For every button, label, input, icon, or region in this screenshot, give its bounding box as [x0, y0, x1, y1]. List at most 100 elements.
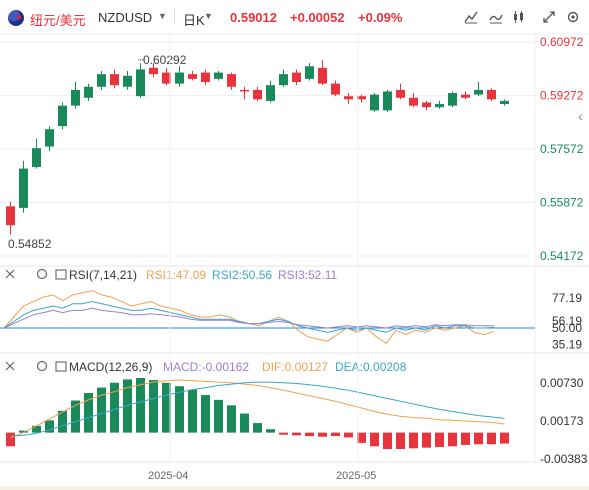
candle	[149, 67, 158, 75]
price-tick-label: 0.55872	[540, 196, 584, 210]
candle	[45, 129, 54, 147]
macd-histogram	[6, 378, 509, 450]
macd-bar	[266, 429, 275, 433]
macd-bar	[344, 432, 353, 438]
toolbar-divider	[174, 9, 175, 25]
macd-bar	[175, 386, 184, 433]
rsi-tick-label: 35.19	[552, 337, 582, 351]
macd-tick-label: -0.00383	[540, 452, 588, 466]
time-tick-label: 2025-05	[336, 470, 376, 482]
macd-bar	[305, 432, 314, 437]
macd-bar	[32, 425, 41, 433]
candle	[240, 89, 249, 92]
rsi1-legend: RSI1:47.09	[146, 268, 206, 282]
draw-icon[interactable]	[487, 8, 505, 26]
candle	[84, 86, 93, 98]
settings-icon[interactable]	[36, 268, 48, 280]
macd-bar	[318, 432, 327, 437]
chevron-down-icon[interactable]: ▼	[158, 11, 167, 21]
macd-bar	[383, 432, 392, 450]
macd-bar	[227, 405, 236, 433]
grid-lines	[0, 41, 535, 257]
candle	[279, 74, 288, 86]
close-icon[interactable]	[5, 361, 15, 371]
macd-bar	[279, 432, 288, 435]
candle	[32, 148, 41, 168]
macd-header: MACD(12,26,9) MACD:-0.00162 DIF:0.00127 …	[5, 360, 407, 374]
macd-bar	[331, 432, 340, 437]
candle	[71, 89, 80, 106]
high-label: 0.60292	[143, 53, 187, 67]
candle	[201, 72, 210, 83]
macd-bar	[97, 387, 106, 433]
candles	[6, 60, 509, 235]
candle	[331, 83, 340, 95]
candle	[383, 91, 392, 111]
macd-title: MACD(12,26,9)	[69, 360, 152, 374]
time-axis: 2025-04 2025-05	[148, 34, 376, 482]
price-tick-label: 0.60972	[540, 35, 584, 49]
indicator-icon[interactable]	[55, 269, 67, 280]
instrument-name[interactable]: 纽元/美元	[30, 13, 86, 28]
rsi-tick-label: 56.19	[552, 314, 582, 328]
rsi3-legend: RSI3:52.11	[278, 268, 337, 282]
close-icon[interactable]	[5, 269, 15, 279]
high-marker: ┈	[138, 53, 145, 67]
rsi-tick-label: 77.19	[552, 291, 582, 305]
candle	[357, 96, 366, 100]
dea-legend: DEA:0.00208	[335, 360, 407, 374]
macd-bar	[188, 389, 197, 433]
candle	[305, 66, 314, 79]
macd-bar	[84, 393, 93, 433]
rsi-line-3	[3, 307, 495, 329]
macd-bar	[6, 432, 15, 447]
indicator-icon[interactable]	[55, 361, 67, 372]
settings-icon[interactable]	[36, 360, 48, 372]
rsi-tick-label: 50.00	[552, 321, 582, 335]
candle	[110, 74, 119, 86]
macd-bar	[474, 432, 483, 445]
candle	[487, 89, 496, 100]
price-axis: 0.60972 0.59272 0.57572 0.55872 0.54172	[540, 35, 584, 263]
macd-bar	[136, 378, 145, 433]
macd-bar	[409, 432, 418, 449]
period-selector[interactable]: 日K	[183, 13, 205, 28]
macd-axis: 0.00730 0.00173 -0.00383	[540, 376, 588, 466]
candle	[396, 89, 405, 98]
candle	[461, 94, 470, 98]
candle	[266, 85, 275, 101]
macd-bar	[149, 380, 158, 433]
candle	[370, 94, 379, 111]
footer-strip	[0, 486, 589, 490]
rsi-title: RSI(7,14,21)	[69, 268, 137, 282]
candle	[344, 96, 353, 100]
candle	[253, 89, 262, 100]
price-tick-label: 0.54172	[540, 249, 584, 263]
indicator-icon[interactable]	[462, 8, 480, 26]
macd-bar	[487, 432, 496, 445]
candle	[123, 75, 132, 87]
rsi-lines	[0, 290, 535, 345]
chevron-down-icon[interactable]: ▼	[204, 11, 213, 21]
macd-bar	[357, 432, 366, 443]
candle	[97, 74, 106, 87]
candle	[227, 74, 236, 87]
candle-type-icon[interactable]	[510, 8, 528, 26]
candle	[422, 102, 431, 108]
dif-legend: DIF:0.00127	[262, 360, 328, 374]
expand-icon[interactable]	[540, 8, 558, 26]
candle	[474, 89, 483, 95]
dif-line	[10, 379, 505, 439]
macd-bar	[123, 379, 132, 433]
candle	[58, 105, 67, 127]
macd-bar	[58, 410, 67, 433]
instrument-symbol[interactable]: NZDUSD	[98, 10, 153, 25]
settings-icon[interactable]	[564, 8, 582, 26]
last-price: 0.59012	[230, 10, 277, 25]
price-tick-label: 0.59272	[540, 89, 584, 103]
macd-bar	[422, 432, 431, 448]
macd-bar	[214, 399, 223, 433]
rsi-line-1	[3, 290, 495, 345]
chevron-left-icon[interactable]: ‹	[578, 108, 583, 124]
